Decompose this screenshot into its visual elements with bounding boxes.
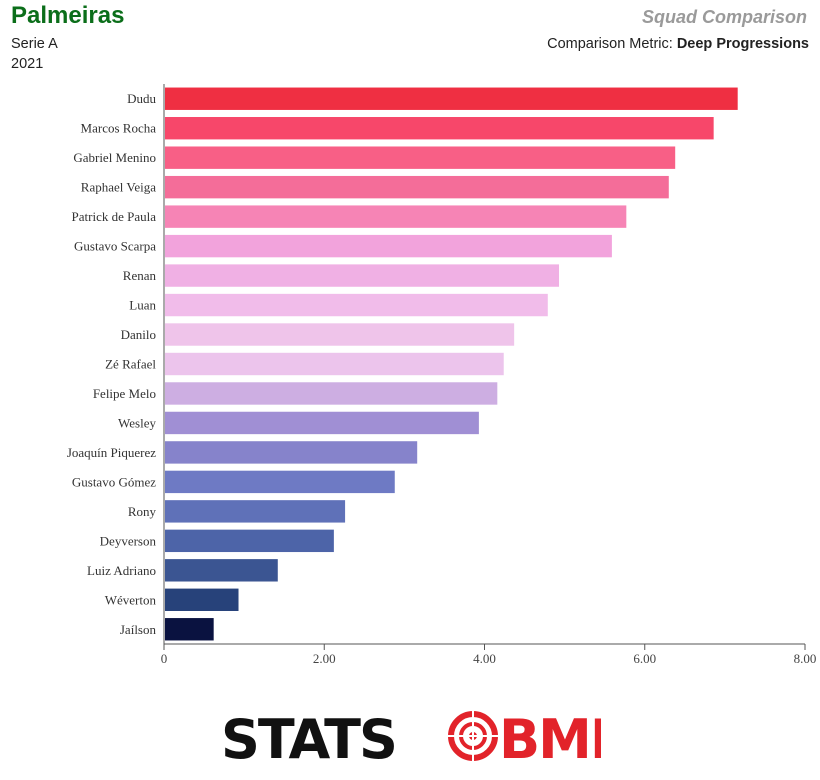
- bar: [165, 264, 560, 287]
- bar: [165, 323, 515, 346]
- y-axis-labels: Dudu Marcos Rocha Gabriel Menino Raphael Ve…: [67, 91, 157, 637]
- metric-line: Comparison Metric: Deep Progressions: [547, 36, 809, 52]
- metric-name: Deep Progressions: [676, 36, 809, 52]
- x-tick-label: 0: [161, 651, 168, 666]
- season-label: 2021: [11, 56, 44, 72]
- y-tick-label: Gustavo Gómez: [72, 474, 156, 489]
- x-axis-ticks: 0 2.00 4.00 6.00 8.00: [161, 644, 817, 666]
- y-tick-label: Luiz Adriano: [87, 563, 156, 578]
- y-tick-label: Renan: [123, 268, 157, 283]
- y-tick-label: Rony: [128, 504, 157, 519]
- bar: [165, 529, 334, 553]
- x-tick-label: 8.00: [794, 651, 817, 666]
- bar: [165, 87, 738, 110]
- metric-prefix: Comparison Metric:: [547, 36, 677, 52]
- x-tick-label: 6.00: [633, 651, 656, 666]
- bar: [165, 411, 479, 435]
- bar: [165, 146, 676, 169]
- x-tick-label: 4.00: [473, 651, 496, 666]
- y-tick-label: Felipe Melo: [93, 386, 156, 401]
- target-icon: [445, 708, 501, 764]
- bar: [165, 559, 278, 582]
- y-tick-label: Luan: [129, 298, 156, 313]
- y-tick-label: Deyverson: [100, 533, 157, 548]
- y-tick-label: Wéverton: [105, 592, 157, 607]
- y-tick-label: Patrick de Paula: [72, 209, 157, 224]
- bar: [165, 352, 504, 376]
- y-tick-label: Joaquín Piquerez: [67, 445, 156, 460]
- bar: [165, 588, 239, 611]
- logo-text-bmb: BMB: [499, 708, 601, 770]
- bar: [165, 205, 627, 228]
- y-tick-label: Dudu: [127, 91, 156, 106]
- y-tick-label: Gustavo Scarpa: [74, 239, 156, 254]
- y-tick-label: Zé Rafael: [105, 357, 156, 372]
- y-tick-label: Marcos Rocha: [81, 121, 157, 136]
- bar: [165, 117, 714, 140]
- bar: [165, 441, 418, 464]
- y-tick-label: Wesley: [118, 415, 156, 430]
- league-label: Serie A: [11, 36, 58, 52]
- team-title: Palmeiras: [11, 2, 125, 29]
- bar: [165, 618, 214, 641]
- y-tick-label: Jaílson: [120, 622, 157, 637]
- bar: [165, 293, 548, 317]
- bar: [165, 234, 612, 258]
- comparison-title: Squad Comparison: [641, 7, 807, 27]
- bar: [165, 175, 669, 199]
- y-tick-label: Gabriel Menino: [73, 150, 156, 165]
- logo-text-stats: STATS: [221, 708, 396, 770]
- y-tick-label: Raphael Veiga: [81, 180, 156, 195]
- bar-chart: Dudu Marcos Rocha Gabriel Menino Raphael Ve…: [67, 84, 817, 666]
- bars-group: [165, 87, 738, 641]
- x-tick-label: 2.00: [313, 651, 336, 666]
- statsbomb-logo: STATS BMB: [221, 708, 601, 770]
- y-tick-label: Danilo: [121, 327, 156, 342]
- bar: [165, 470, 395, 494]
- bar: [165, 382, 498, 405]
- bar: [165, 500, 346, 523]
